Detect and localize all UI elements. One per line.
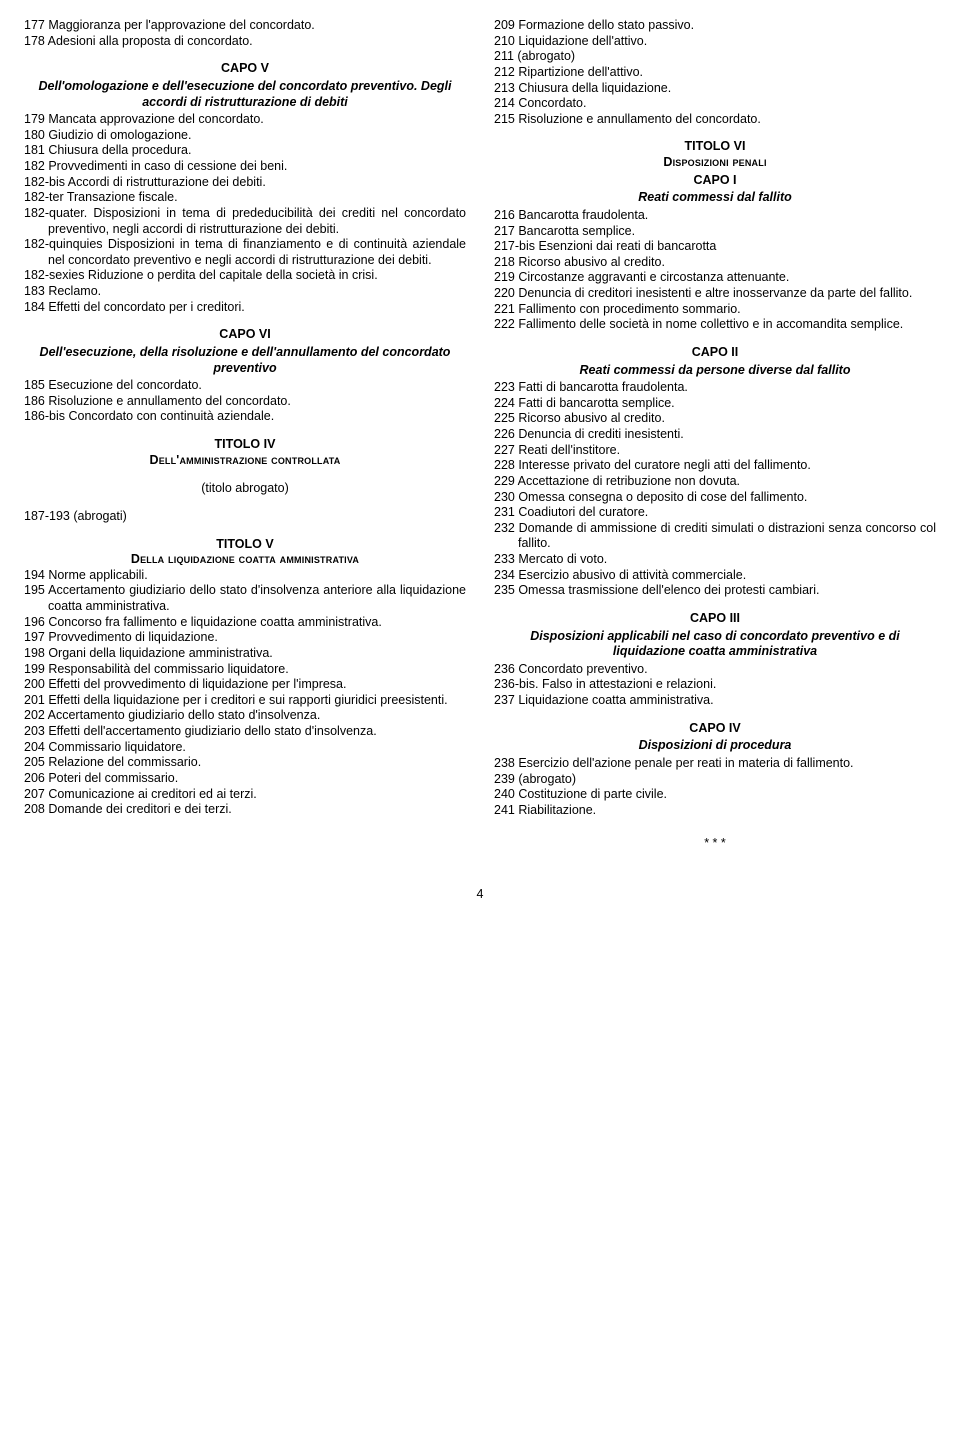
- toc-entry: 199 Responsabilità del commissario liqui…: [24, 662, 466, 678]
- toc-entry: 223 Fatti di bancarotta fraudolenta.: [494, 380, 936, 396]
- toc-entry: 229 Accettazione di retribuzione non dov…: [494, 474, 936, 490]
- toc-entry: 209 Formazione dello stato passivo.: [494, 18, 936, 34]
- toc-entry: 232 Domande di ammissione di crediti sim…: [494, 521, 936, 552]
- toc-entry: 213 Chiusura della liquidazione.: [494, 81, 936, 97]
- right-column: 209 Formazione dello stato passivo. 210 …: [494, 18, 936, 865]
- toc-entry: 236 Concordato preventivo.: [494, 662, 936, 678]
- toc-entry: 182-bis Accordi di ristrutturazione dei …: [24, 175, 466, 191]
- toc-entry: 222 Fallimento delle società in nome col…: [494, 317, 936, 333]
- toc-entry: 204 Commissario liquidatore.: [24, 740, 466, 756]
- toc-entry: 198 Organi della liquidazione amministra…: [24, 646, 466, 662]
- toc-entry: 236-bis. Falso in attestazioni e relazio…: [494, 677, 936, 693]
- titolo-subheading: Disposizioni penali: [494, 155, 936, 171]
- capo-heading: CAPO VI: [24, 327, 466, 343]
- toc-entry: 181 Chiusura della procedura.: [24, 143, 466, 159]
- toc-entry: 182-quater. Disposizioni in tema di pred…: [24, 206, 466, 237]
- toc-entry: 225 Ricorso abusivo al credito.: [494, 411, 936, 427]
- toc-entry: 228 Interesse privato del curatore negli…: [494, 458, 936, 474]
- toc-entry: 240 Costituzione di parte civile.: [494, 787, 936, 803]
- toc-entry: 237 Liquidazione coatta amministrativa.: [494, 693, 936, 709]
- toc-entry: 207 Comunicazione ai creditori ed ai ter…: [24, 787, 466, 803]
- toc-entry: 238 Esercizio dell'azione penale per rea…: [494, 756, 936, 772]
- toc-entry: 227 Reati dell'institore.: [494, 443, 936, 459]
- titolo-heading: TITOLO V: [24, 537, 466, 553]
- toc-entry: 206 Poteri del commissario.: [24, 771, 466, 787]
- titolo-subheading: Della liquidazione coatta amministrativa: [24, 552, 466, 568]
- toc-entry: 180 Giudizio di omologazione.: [24, 128, 466, 144]
- toc-entry: 182-ter Transazione fiscale.: [24, 190, 466, 206]
- capo-subheading: Dell'esecuzione, della risoluzione e del…: [24, 345, 466, 376]
- toc-entry: 200 Effetti del provvedimento di liquida…: [24, 677, 466, 693]
- toc-entry: 203 Effetti dell'accertamento giudiziari…: [24, 724, 466, 740]
- toc-entry: 218 Ricorso abusivo al credito.: [494, 255, 936, 271]
- toc-entry: 186 Risoluzione e annullamento del conco…: [24, 394, 466, 410]
- capo-heading: CAPO V: [24, 61, 466, 77]
- toc-entry: 183 Reclamo.: [24, 284, 466, 300]
- toc-entry: 217 Bancarotta semplice.: [494, 224, 936, 240]
- toc-entry: 217-bis Esenzioni dai reati di bancarott…: [494, 239, 936, 255]
- toc-entry: 182-sexies Riduzione o perdita del capit…: [24, 268, 466, 284]
- left-column: 177 Maggioranza per l'approvazione del c…: [24, 18, 466, 865]
- toc-entry: 196 Concorso fra fallimento e liquidazio…: [24, 615, 466, 631]
- toc-entry: 221 Fallimento con procedimento sommario…: [494, 302, 936, 318]
- page-number: 4: [24, 887, 936, 903]
- toc-entry: 194 Norme applicabili.: [24, 568, 466, 584]
- capo-subheading: Disposizioni di procedura: [494, 738, 936, 754]
- toc-entry: 184 Effetti del concordato per i credito…: [24, 300, 466, 316]
- toc-entry: 201 Effetti della liquidazione per i cre…: [24, 693, 466, 709]
- toc-entry: 226 Denuncia di crediti inesistenti.: [494, 427, 936, 443]
- toc-entry: 219 Circostanze aggravanti e circostanza…: [494, 270, 936, 286]
- capo-heading: CAPO II: [494, 345, 936, 361]
- toc-entry: 205 Relazione del commissario.: [24, 755, 466, 771]
- toc-entry: 186-bis Concordato con continuità aziend…: [24, 409, 466, 425]
- capo-subheading: Disposizioni applicabili nel caso di con…: [494, 629, 936, 660]
- titolo-note: (titolo abrogato): [24, 481, 466, 497]
- toc-entry: 224 Fatti di bancarotta semplice.: [494, 396, 936, 412]
- toc-entry: 215 Risoluzione e annullamento del conco…: [494, 112, 936, 128]
- toc-entry: 239 (abrogato): [494, 772, 936, 788]
- toc-entry: 216 Bancarotta fraudolenta.: [494, 208, 936, 224]
- toc-entry: 234 Esercizio abusivo di attività commer…: [494, 568, 936, 584]
- toc-entry: 182-quinquies Disposizioni in tema di fi…: [24, 237, 466, 268]
- titolo-heading: TITOLO VI: [494, 139, 936, 155]
- toc-entry: 214 Concordato.: [494, 96, 936, 112]
- capo-subheading: Dell'omologazione e dell'esecuzione del …: [24, 79, 466, 110]
- toc-entry: 202 Accertamento giudiziario dello stato…: [24, 708, 466, 724]
- toc-entry: 235 Omessa trasmissione dell'elenco dei …: [494, 583, 936, 599]
- toc-entry: 197 Provvedimento di liquidazione.: [24, 630, 466, 646]
- toc-entry: 178 Adesioni alla proposta di concordato…: [24, 34, 466, 50]
- capo-heading: CAPO I: [494, 173, 936, 189]
- separator-stars: * * *: [494, 836, 936, 852]
- toc-entry: 185 Esecuzione del concordato.: [24, 378, 466, 394]
- toc-entry: 241 Riabilitazione.: [494, 803, 936, 819]
- toc-entry: 220 Denuncia di creditori inesistenti e …: [494, 286, 936, 302]
- toc-entry: 211 (abrogato): [494, 49, 936, 65]
- toc-entry: 212 Ripartizione dell'attivo.: [494, 65, 936, 81]
- titolo-subheading: Dell'amministrazione controllata: [24, 453, 466, 469]
- toc-entry: 177 Maggioranza per l'approvazione del c…: [24, 18, 466, 34]
- toc-entry: 208 Domande dei creditori e dei terzi.: [24, 802, 466, 818]
- toc-entry: 182 Provvedimenti in caso di cessione de…: [24, 159, 466, 175]
- columns: 177 Maggioranza per l'approvazione del c…: [24, 18, 936, 865]
- toc-entry: 233 Mercato di voto.: [494, 552, 936, 568]
- capo-heading: CAPO IV: [494, 721, 936, 737]
- toc-entry: 210 Liquidazione dell'attivo.: [494, 34, 936, 50]
- capo-subheading: Reati commessi dal fallito: [494, 190, 936, 206]
- toc-entry: 230 Omessa consegna o deposito di cose d…: [494, 490, 936, 506]
- toc-entry: 187-193 (abrogati): [24, 509, 466, 525]
- capo-heading: CAPO III: [494, 611, 936, 627]
- toc-entry: 231 Coadiutori del curatore.: [494, 505, 936, 521]
- titolo-heading: TITOLO IV: [24, 437, 466, 453]
- capo-subheading: Reati commessi da persone diverse dal fa…: [494, 363, 936, 379]
- toc-entry: 179 Mancata approvazione del concordato.: [24, 112, 466, 128]
- toc-entry: 195 Accertamento giudiziario dello stato…: [24, 583, 466, 614]
